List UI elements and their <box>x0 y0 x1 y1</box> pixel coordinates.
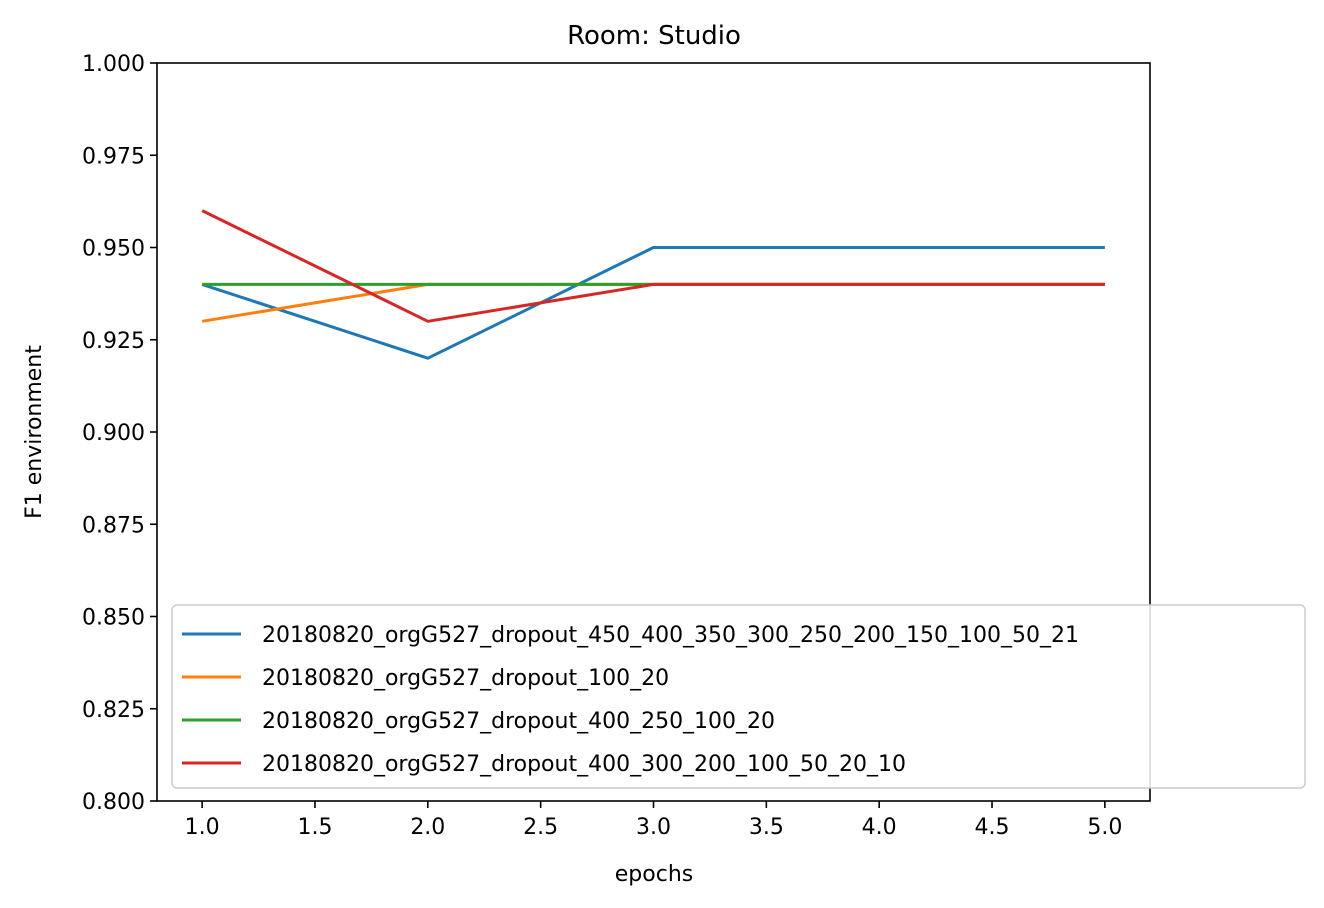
series-line-4 <box>201 209 1105 323</box>
x-tick-label: 2.5 <box>523 815 558 840</box>
legend-label-4: 20180820_orgG527_dropout_400_300_200_100… <box>262 752 906 777</box>
legend-label-2: 20180820_orgG527_dropout_100_20 <box>262 666 669 691</box>
y-axis-label: F1 environment <box>22 345 47 519</box>
y-tick-label: 1.000 <box>82 52 145 77</box>
legend: 20180820_orgG527_dropout_450_400_350_300… <box>171 604 1306 789</box>
y-tick-label: 0.925 <box>82 329 145 354</box>
x-tick-label: 1.0 <box>185 815 220 840</box>
x-axis: 1.0 1.5 2.0 2.5 3.0 3.5 4.0 4.5 5.0 <box>185 801 1122 840</box>
series-line-1 <box>201 246 1105 360</box>
x-tick-label: 4.5 <box>975 815 1010 840</box>
chart-title: Room: Studio <box>567 21 741 51</box>
series-line-2 <box>201 282 1105 323</box>
x-tick-label: 5.0 <box>1087 815 1122 840</box>
y-tick-label: 0.850 <box>82 606 145 631</box>
legend-label-1: 20180820_orgG527_dropout_450_400_350_300… <box>262 623 1079 648</box>
legend-frame <box>171 604 1306 789</box>
x-tick-label: 4.0 <box>862 815 897 840</box>
y-tick-label: 0.800 <box>82 790 145 815</box>
x-tick-label: 1.5 <box>297 815 332 840</box>
y-tick-label: 0.900 <box>82 421 145 446</box>
x-tick-label: 3.0 <box>636 815 671 840</box>
y-tick-label: 0.875 <box>82 513 145 538</box>
y-axis: 0.800 0.825 0.850 0.875 0.900 0.925 0.950 0.975… <box>82 52 157 815</box>
y-tick-label: 0.950 <box>82 237 145 262</box>
x-tick-label: 2.0 <box>410 815 445 840</box>
y-tick-label: 0.975 <box>82 144 145 169</box>
legend-label-3: 20180820_orgG527_dropout_400_250_100_20 <box>262 709 775 734</box>
y-tick-label: 0.825 <box>82 698 145 723</box>
x-tick-label: 3.5 <box>749 815 784 840</box>
series-lines <box>201 209 1105 360</box>
x-axis-label: epochs <box>615 862 693 887</box>
